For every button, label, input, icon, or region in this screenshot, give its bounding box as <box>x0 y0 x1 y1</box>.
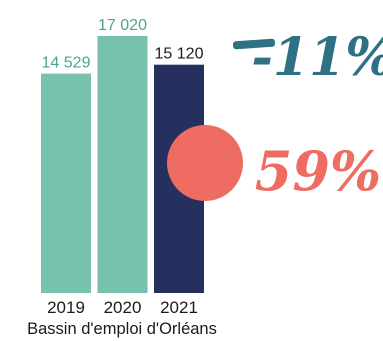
change-percentage: -11% <box>251 27 383 88</box>
value-labels-group: 14 529 17 020 15 120 <box>42 17 204 72</box>
value-label-2019: 14 529 <box>42 55 91 72</box>
share-circle-marker <box>167 125 243 201</box>
x-tick-label-2021: 2021 <box>160 298 198 317</box>
value-label-2021: 15 120 <box>155 46 204 63</box>
x-tick-label-2019: 2019 <box>47 298 85 317</box>
bar-2020 <box>97 36 148 293</box>
value-label-2020: 17 020 <box>98 17 147 34</box>
change-dash-mark <box>232 38 276 50</box>
bar-2019 <box>41 73 91 294</box>
chart-caption: Bassin d'emploi d'Orléans <box>27 320 217 338</box>
x-tick-label-2020: 2020 <box>104 298 142 317</box>
x-tick-labels-group: 2019 2020 2021 <box>47 298 198 317</box>
share-percentage: 59% <box>255 139 381 203</box>
